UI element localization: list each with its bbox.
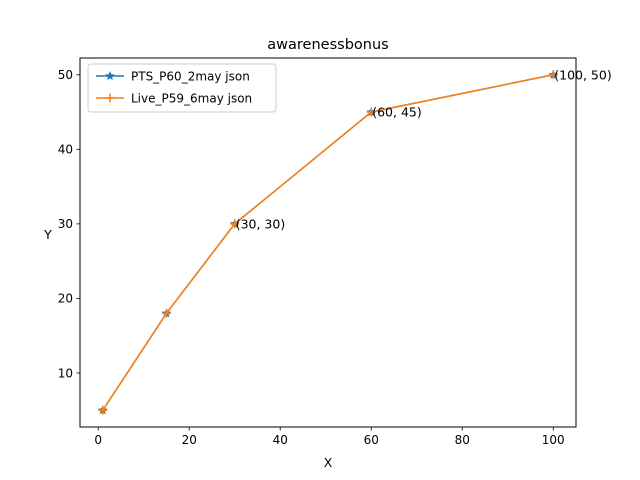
y-axis-label: Y [43,227,52,242]
axes-frame [79,57,577,428]
y-tick-label: 30 [58,217,73,231]
series-2 [98,70,558,415]
legend-entries: PTS_P60_2may json Live_P59_6may json [96,69,252,105]
y-tick-label: 40 [58,143,73,157]
x-tick-label: 100 [542,433,565,447]
x-tick-label: 60 [364,433,379,447]
legend-marker [105,71,115,81]
legend-entry: PTS_P60_2may json [96,69,250,83]
x-tick-label: 0 [94,433,102,447]
y-tick-label: 20 [58,292,73,306]
point-annotation: (100, 50) [554,67,611,82]
data-point [366,107,376,117]
x-tick-label: 20 [182,433,197,447]
legend-box [87,63,277,113]
point-annotation: (30, 30) [236,216,286,231]
chart-title: awarenessbonus [267,37,388,53]
data-point [161,308,171,318]
legend-label: Live_P59_6may json [131,91,252,105]
plot-area: (30, 30) (60, 45) (100, 50) [98,67,612,415]
data-point [548,70,558,80]
x-tick-label: 40 [273,433,288,447]
y-tick-label: 50 [58,68,73,82]
data-point [230,219,240,229]
point-annotation: (60, 45) [372,105,422,120]
data-point [98,405,108,415]
legend: PTS_P60_2may json Live_P59_6may json [87,63,277,113]
legend-marker [105,93,115,103]
x-tick-label: 80 [455,433,470,447]
axis-ticks: 0 20 40 60 80 100 10 20 30 40 50 [58,68,565,447]
x-axis-label: X [324,455,333,470]
legend-label: PTS_P60_2may json [131,69,250,83]
y-tick-label: 10 [58,366,73,380]
legend-entry: Live_P59_6may json [96,91,252,105]
